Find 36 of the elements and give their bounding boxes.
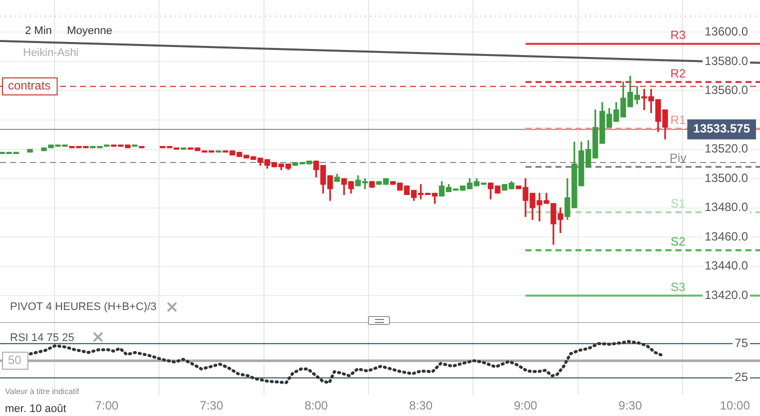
x-tick-label: 8:30 xyxy=(409,398,433,413)
ref-line-label: 50 xyxy=(8,353,22,368)
y-tick-label: 13600.0 xyxy=(704,24,748,39)
x-tick-label: 7:30 xyxy=(200,398,224,413)
x-tick-label: 7:00 xyxy=(95,398,119,413)
series-label: S3 xyxy=(670,280,686,294)
y-tick-label: 13440.0 xyxy=(704,258,748,273)
series-label: R1 xyxy=(670,113,686,128)
series-label: Piv xyxy=(670,151,686,166)
x-tick-label: 9:30 xyxy=(618,398,642,413)
ref-line-label: contrats xyxy=(8,78,51,93)
y-tick-label: 13460.0 xyxy=(704,229,748,244)
annotation: RSI 14 75 25 xyxy=(10,332,74,344)
ref-line-label: 13533.575 xyxy=(693,122,750,136)
series-label: R2 xyxy=(670,66,686,80)
annotation: Valeur à titre indicatif xyxy=(5,387,80,396)
x-tick-label: 8:00 xyxy=(304,398,328,413)
y-tick-label: 13480.0 xyxy=(704,200,748,214)
y-tick-label: 75 xyxy=(734,336,748,350)
annotation: Heikin-Ashi xyxy=(23,47,79,60)
y-tick-label: 13580.0 xyxy=(704,54,748,68)
series-label: S1 xyxy=(670,196,686,211)
annotation: PIVOT 4 HEURES (H+B+C)/3 xyxy=(10,301,157,314)
y-tick-label: 13520.0 xyxy=(704,142,748,156)
y-tick-label: 13420.0 xyxy=(704,288,748,302)
x-tick-label: 9:00 xyxy=(514,398,538,413)
series-label: R3 xyxy=(670,28,686,42)
x-tick-label: 10:00 xyxy=(720,398,750,413)
series-label: S2 xyxy=(670,234,686,249)
y-tick-label: 13560.0 xyxy=(704,83,748,98)
annotation: Moyenne xyxy=(67,25,112,38)
line-series xyxy=(28,340,664,384)
text: mer. 10 août xyxy=(5,403,66,416)
annotation: 2 Min xyxy=(25,25,52,38)
y-tick-label: 25 xyxy=(734,370,748,384)
y-tick-label: 13500.0 xyxy=(704,170,748,185)
